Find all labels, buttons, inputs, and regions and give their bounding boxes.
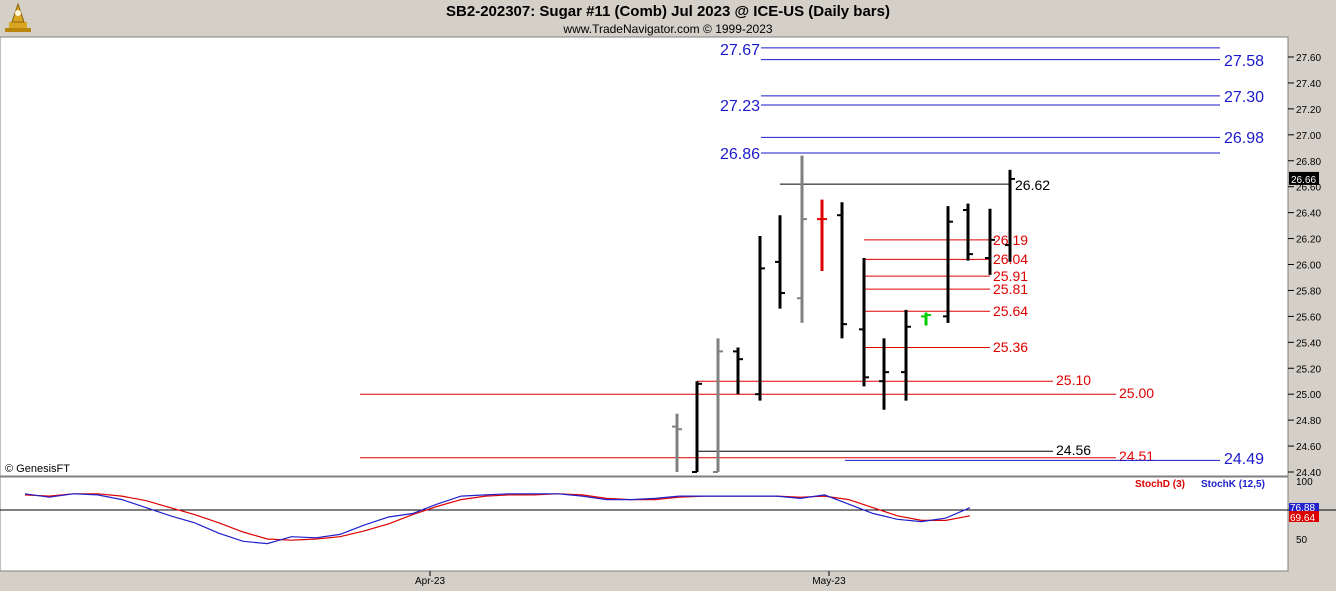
level-label: 26.98 <box>1224 130 1264 147</box>
legend-stochk: StochK (12,5) <box>1201 479 1265 490</box>
y-tick-label: 27.40 <box>1296 79 1321 90</box>
chart-title: SB2-202307: Sugar #11 (Comb) Jul 2023 @ … <box>446 3 890 20</box>
ohlc-bar[interactable] <box>797 155 807 323</box>
level-label: 25.81 <box>993 281 1028 297</box>
y-tick-label: 26.40 <box>1296 209 1321 220</box>
level-label: 24.51 <box>1119 448 1154 464</box>
stochd-value-label: 69.64 <box>1290 513 1315 524</box>
price-panel[interactable] <box>0 36 1289 477</box>
ohlc-bar[interactable] <box>879 338 889 410</box>
ohlc-bar[interactable] <box>692 381 702 473</box>
y-tick-label: 25.60 <box>1296 312 1321 323</box>
level-label: 26.86 <box>720 146 760 163</box>
y-tick-label: 24.80 <box>1296 416 1321 427</box>
level-label: 24.49 <box>1224 451 1264 468</box>
y-tick-label: 26.60 <box>1296 183 1321 194</box>
y-tick-label: 25.20 <box>1296 364 1321 375</box>
stochk-value-badge <box>1289 503 1319 512</box>
stochastic-panel[interactable] <box>0 476 1289 572</box>
copyright-text: © GenesisFT <box>5 463 70 475</box>
level-label: 27.58 <box>1224 53 1264 70</box>
ohlc-bar[interactable] <box>1005 169 1015 262</box>
trading-bull-logo-icon <box>3 2 33 34</box>
ohlc-bar[interactable] <box>672 413 682 472</box>
ohlc-bar[interactable] <box>859 258 869 387</box>
level-label: 25.36 <box>993 339 1028 355</box>
ohlc-bar[interactable] <box>943 206 953 323</box>
last-price-label: 26.66 <box>1291 175 1316 186</box>
last-price-badge <box>1289 171 1319 185</box>
stoch-y-tick-label: 50 <box>1296 535 1308 546</box>
ohlc-bar[interactable] <box>775 215 785 309</box>
y-tick-label: 27.00 <box>1296 131 1321 142</box>
y-tick-label: 25.40 <box>1296 338 1321 349</box>
level-label: 26.62 <box>1015 177 1050 193</box>
level-label: 25.10 <box>1056 372 1091 388</box>
y-tick-label: 25.00 <box>1296 390 1321 401</box>
level-label: 25.91 <box>993 268 1028 284</box>
ohlc-bar[interactable] <box>817 199 827 271</box>
x-tick-label: May-23 <box>812 576 846 587</box>
y-tick-label: 26.20 <box>1296 235 1321 246</box>
level-label: 27.67 <box>720 42 760 59</box>
level-label: 25.00 <box>1119 385 1154 401</box>
level-label: 25.64 <box>993 303 1028 319</box>
ohlc-bar[interactable] <box>901 309 911 401</box>
ohlc-bar[interactable] <box>921 312 931 326</box>
stochk-value-label: 76.88 <box>1290 503 1315 514</box>
x-tick-label: Apr-23 <box>415 576 445 587</box>
chart-subtitle: www.TradeNavigator.com © 1999-2023 <box>563 22 773 36</box>
y-tick-label: 27.20 <box>1296 105 1321 116</box>
y-tick-label: 24.60 <box>1296 442 1321 453</box>
ohlc-bar[interactable] <box>985 208 995 275</box>
level-label: 27.30 <box>1224 89 1264 106</box>
stochd-value-badge <box>1289 511 1319 522</box>
y-tick-label: 26.80 <box>1296 157 1321 168</box>
ohlc-bar[interactable] <box>837 202 847 339</box>
ohlc-bar[interactable] <box>733 347 743 395</box>
title-bar <box>0 0 1336 37</box>
y-tick-label: 27.60 <box>1296 53 1321 64</box>
stoch-y-tick-label: 100 <box>1296 477 1313 488</box>
y-tick-label: 25.80 <box>1296 286 1321 297</box>
y-tick-label: 24.40 <box>1296 468 1321 479</box>
y-tick-label: 26.00 <box>1296 261 1321 272</box>
legend-stochd: StochD (3) <box>1135 479 1185 490</box>
ohlc-bar[interactable] <box>963 203 973 261</box>
ohlc-bar[interactable] <box>755 235 765 401</box>
level-label: 27.23 <box>720 98 760 115</box>
ohlc-bar[interactable] <box>713 338 723 473</box>
stochk-line <box>24 493 971 545</box>
level-label: 24.56 <box>1056 442 1091 458</box>
